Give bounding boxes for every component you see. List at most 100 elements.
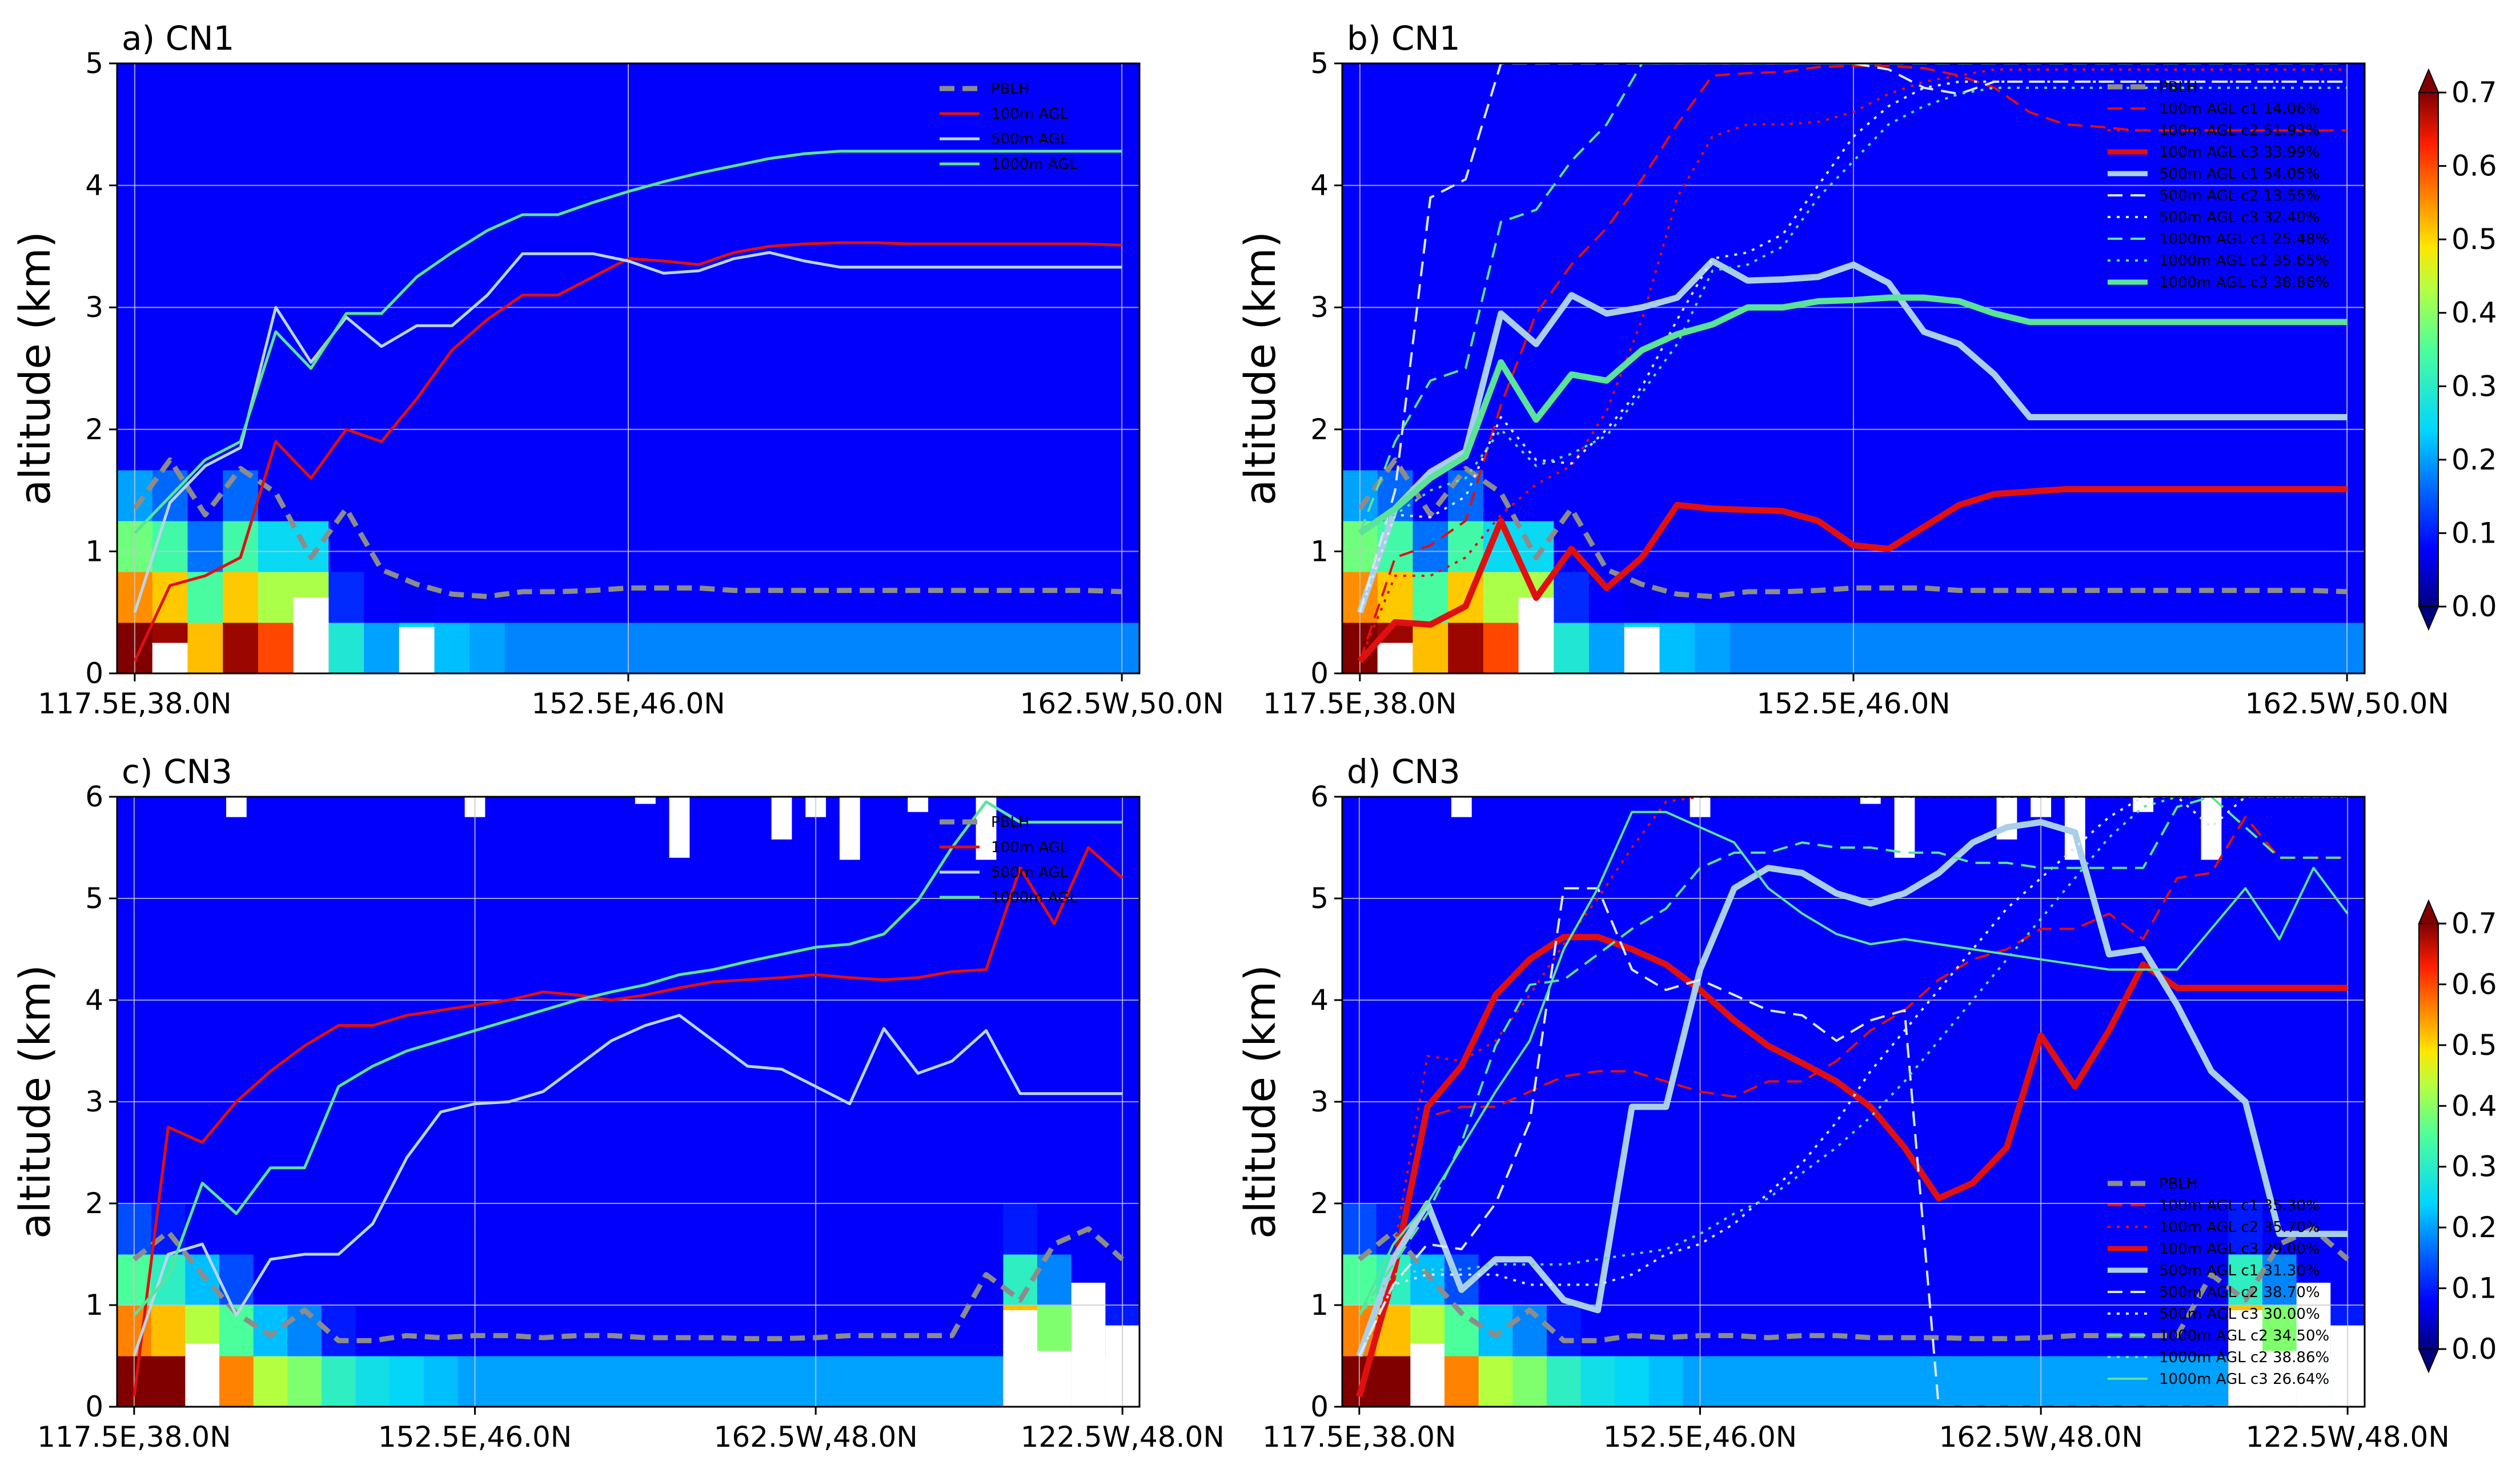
heat-cell [1659,419,1695,471]
heat-cell [2296,898,2331,950]
legend-entry: 500m AGL c1 31.30% [2159,1262,2320,1279]
missing-data-cell [908,797,929,812]
series-line-1 [133,846,1123,1397]
heat-cell [787,267,822,318]
y-tick-label: 3 [85,1085,103,1118]
heat-cell [752,368,788,420]
heat-cell [1413,216,1448,267]
y-tick-label: 4 [1310,169,1329,202]
heat-cell [1785,1305,1820,1356]
heat-cell [1941,368,1977,420]
heat-cell [731,797,765,848]
heat-cell [866,1102,901,1153]
heat-cell [253,848,288,899]
heat-cell [1659,216,1695,267]
legend-entry: 100m AGL c3 29.00% [2159,1241,2320,1258]
heat-cell [2082,368,2118,420]
heat-cell [253,1305,288,1356]
heat-cell [2262,1254,2297,1306]
x-tick-label: 152.5E,46.0N [531,687,725,720]
heat-cell [681,623,717,673]
heat-cell [681,318,717,369]
heat-cell [696,1000,731,1051]
heat-cell [2160,1051,2195,1102]
heat-cell [258,165,294,216]
heat-cell [662,1102,697,1153]
heat-cell [187,63,223,115]
heat-cell [594,1356,629,1407]
missing-data-cell [226,797,247,817]
heat-cell [963,623,999,673]
heat-cell [716,318,752,369]
heat-cell [399,572,435,623]
heat-cell [1413,521,1448,572]
heat-cell [287,1102,322,1153]
heat-cell [594,898,629,950]
heat-cell [731,848,765,899]
heat-cell [492,1203,527,1255]
heat-cell [151,1356,186,1407]
heat-cell [1956,1305,1991,1356]
heat-cell [1003,949,1038,1001]
heat-cell [1765,521,1801,572]
heat-cell [1751,1102,1786,1153]
missing-data-cell [635,797,656,804]
heat-cell [492,1102,527,1153]
heat-cell [560,1305,595,1356]
heat-cell [560,898,595,950]
heat-cell [681,572,717,623]
heat-cell [2047,318,2083,369]
heat-cell [1483,572,1519,623]
heat-cell [2262,949,2297,1001]
heat-cell [928,267,964,318]
heat-cell [1785,949,1820,1001]
missing-data-cell [1451,797,1472,817]
heat-cell [731,898,765,950]
heat-cell [322,1203,356,1255]
heat-cell [1695,470,1731,521]
heat-cell [2126,1356,2161,1407]
heat-cell [1037,1203,1072,1255]
missing-data-cell [1624,627,1660,673]
heat-cell [892,521,929,572]
heat-cell [2153,572,2189,623]
heat-cell [424,1203,459,1255]
heat-cell [2117,216,2154,267]
heat-cell [560,797,595,848]
heat-cell [1615,1305,1650,1356]
heat-cell [1033,318,1070,369]
heat-cell [1906,623,1942,673]
heat-cell [504,63,541,115]
heat-cell [575,572,611,623]
heat-cell [822,165,858,216]
heat-cell [2012,623,2048,673]
colorbar-bottom-min-arrow [2418,1348,2439,1374]
heat-cell [1887,1203,1922,1255]
heat-cell [2262,898,2297,950]
heat-cell [2224,267,2260,318]
heat-cell [901,848,936,899]
heat-cell [575,63,611,115]
heat-cell [424,1051,459,1102]
heat-cell [1413,63,1448,115]
heat-cell [287,1000,322,1051]
heat-cell [1033,165,1070,216]
heat-cell [575,114,611,166]
colorbar-tick-label: 0.7 [2451,76,2497,109]
heat-cell [857,470,893,521]
heat-cell [681,368,717,420]
heat-cell [1518,216,1554,267]
x-tick-label: 117.5E,38.0N [38,687,231,720]
series-line-3 [1356,934,2348,1398]
heat-cell [2126,1254,2161,1306]
heat-cell [1649,1153,1684,1204]
heat-cell [2092,848,2126,899]
heat-cell [540,114,576,166]
heat-cell [2160,1356,2195,1407]
heat-cell [969,1305,1004,1356]
heat-cell [151,1051,186,1102]
heat-cell [857,368,893,420]
heat-cell [2258,419,2295,471]
heat-cell [2228,1000,2263,1051]
heat-cell [1765,216,1801,267]
